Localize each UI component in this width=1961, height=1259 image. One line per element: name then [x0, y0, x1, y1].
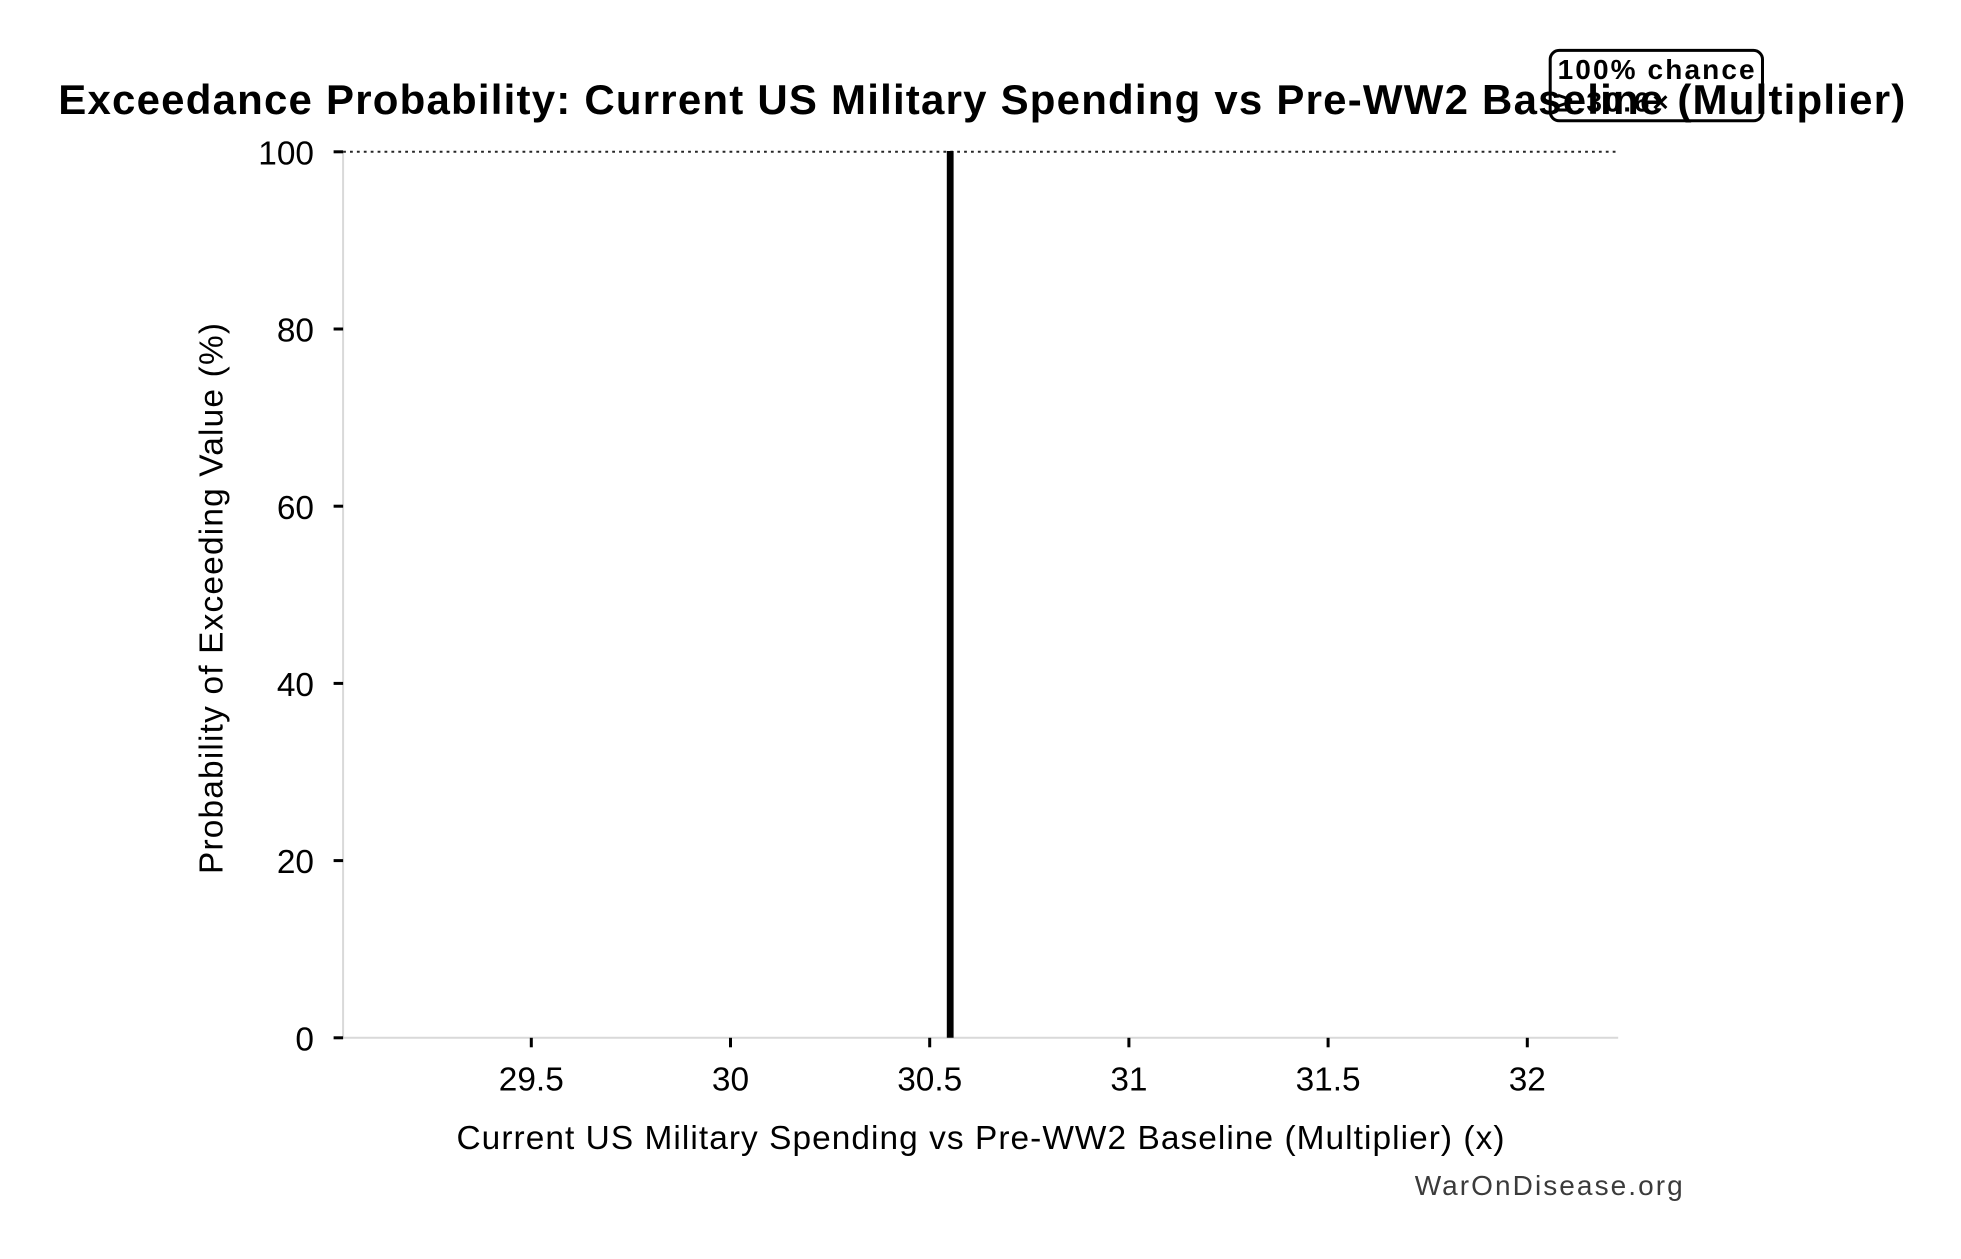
svg-text:100% chance: 100% chance	[1558, 54, 1755, 85]
svg-text:80: 80	[277, 313, 314, 350]
svg-text:31: 31	[1110, 1062, 1147, 1099]
svg-text:60: 60	[277, 490, 314, 527]
svg-text:WarOnDisease.org: WarOnDisease.org	[1415, 1170, 1683, 1201]
svg-text:31.5: 31.5	[1296, 1062, 1361, 1099]
svg-text:0: 0	[295, 1021, 314, 1058]
svg-text:Exceedance Probability: Curren: Exceedance Probability: Current US Milit…	[58, 76, 1905, 123]
svg-text:29.5: 29.5	[499, 1062, 564, 1099]
svg-text:30.5: 30.5	[897, 1062, 962, 1099]
svg-text:Probability of Exceeding Value: Probability of Exceeding Value (%)	[194, 323, 231, 874]
svg-text:32: 32	[1509, 1062, 1546, 1099]
svg-text:Current US Military Spending v: Current US Military Spending vs Pre-WW2 …	[457, 1120, 1505, 1157]
svg-text:30: 30	[712, 1062, 749, 1099]
svg-text:100: 100	[258, 135, 314, 172]
svg-text:40: 40	[277, 667, 314, 704]
svg-text:20: 20	[277, 844, 314, 881]
